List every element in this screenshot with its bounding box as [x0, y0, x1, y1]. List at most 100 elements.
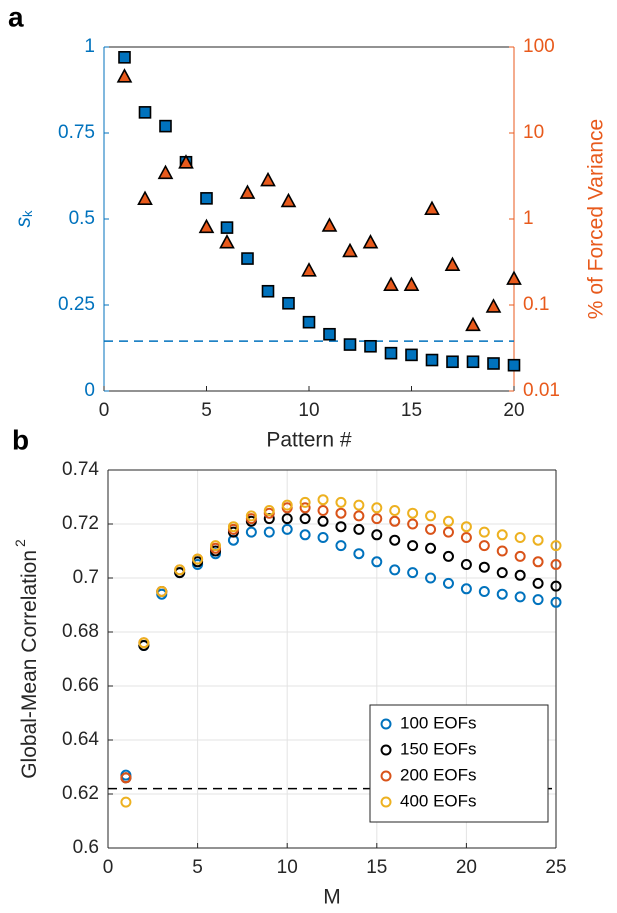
circle-marker	[407, 540, 419, 552]
circle-marker	[335, 540, 347, 552]
x-axis-label: M	[323, 886, 341, 909]
x-tick-label: 15	[366, 857, 387, 878]
x-tick-label: 20	[503, 400, 524, 421]
circle-marker	[317, 515, 329, 527]
circle-marker	[263, 505, 275, 516]
triangle-marker	[280, 192, 297, 208]
circle-marker	[353, 523, 365, 535]
y2-axis-label: % of Forced Variance	[585, 119, 608, 319]
circle-marker	[156, 586, 168, 597]
triangle-marker	[403, 276, 420, 291]
circle-marker	[227, 521, 239, 533]
circle-marker	[210, 540, 222, 552]
x-tick-label: 0	[103, 857, 114, 878]
circle-marker	[550, 559, 562, 570]
circle-marker	[353, 548, 365, 560]
y2-tick-label: 0.1	[523, 294, 549, 315]
circle-marker	[514, 550, 526, 562]
circle-marker	[120, 796, 132, 808]
y-tick-label: 0.5	[69, 208, 95, 229]
y-tick-label: 1	[84, 36, 95, 57]
square-marker	[261, 284, 275, 298]
circle-marker	[263, 526, 275, 538]
circle-marker	[353, 510, 365, 522]
y-tick-label: 0.66	[62, 675, 99, 696]
triangle-marker	[260, 171, 276, 187]
circle-marker	[335, 521, 347, 533]
circle-marker	[496, 588, 508, 600]
x-tick-label: 5	[192, 857, 203, 878]
y-tick-label: 0	[84, 380, 95, 401]
circle-marker	[460, 521, 472, 533]
triangle-marker	[342, 242, 358, 258]
circle-marker	[299, 496, 311, 508]
circle-marker	[460, 559, 472, 570]
circle-marker	[353, 499, 365, 511]
circle-marker	[514, 591, 526, 603]
x-tick-label: 5	[201, 400, 212, 421]
y2-tick-label: 0.01	[523, 380, 560, 401]
circle-marker	[550, 540, 562, 552]
triangle-marker	[157, 164, 174, 180]
circle-marker	[192, 553, 204, 565]
circle-marker	[371, 502, 383, 514]
triangle-marker	[198, 218, 215, 234]
circle-marker	[532, 556, 544, 568]
circle-marker	[335, 496, 347, 508]
y-axis-label: Global-Mean Correlation 2	[12, 539, 41, 779]
y-axis-label: sk	[12, 210, 36, 228]
circle-marker	[407, 518, 419, 530]
x-tick-label: 10	[298, 400, 319, 421]
legend-label: 200 EOFs	[400, 765, 477, 784]
circle-marker	[407, 507, 419, 519]
circle-marker	[317, 532, 329, 543]
circle-marker	[425, 542, 437, 554]
y-axis-label-subscript: k	[20, 210, 35, 217]
circle-marker	[550, 596, 562, 608]
triangle-marker	[362, 234, 379, 249]
triangle-marker	[424, 200, 440, 216]
circle-marker	[281, 523, 293, 535]
square-marker	[405, 348, 418, 362]
x-tick-label: 15	[401, 400, 422, 421]
triangle-marker	[116, 68, 133, 83]
circle-marker	[174, 564, 186, 576]
triangle-marker	[465, 316, 481, 332]
circle-marker	[389, 534, 401, 546]
legend-label: 400 EOFs	[400, 791, 477, 810]
square-marker	[220, 221, 234, 234]
y-tick-label: 0.62	[62, 783, 99, 804]
panel-label: b	[12, 424, 29, 455]
circle-marker	[299, 529, 311, 541]
y-tick-label: 0.74	[62, 459, 99, 480]
circle-marker	[514, 569, 526, 581]
circle-marker	[460, 532, 472, 543]
x-tick-label: 25	[545, 857, 566, 878]
circle-marker	[317, 494, 329, 506]
y2-tick-label: 1	[523, 208, 534, 229]
x-tick-label: 10	[277, 857, 298, 878]
legend-label: 100 EOFs	[400, 713, 477, 732]
circle-marker	[120, 772, 132, 784]
x-axis-label: Pattern #	[266, 429, 352, 452]
y-axis-label-superscript: 2	[12, 539, 28, 547]
circle-marker	[299, 502, 311, 514]
circle-marker	[299, 513, 311, 525]
circle-marker	[245, 526, 257, 538]
square-marker	[384, 346, 398, 360]
triangle-marker	[485, 298, 502, 313]
circle-marker	[371, 513, 383, 525]
y-tick-label: 0.75	[58, 122, 95, 143]
y-tick-label: 0.25	[58, 294, 95, 315]
square-marker	[323, 327, 336, 341]
legend-marker	[380, 770, 392, 782]
square-marker	[118, 51, 131, 64]
circle-marker	[442, 577, 454, 589]
circle-marker	[496, 567, 508, 579]
legend-box	[369, 704, 549, 823]
circle-marker	[478, 586, 490, 597]
circle-marker	[371, 529, 383, 541]
y-tick-label: 0.72	[62, 513, 99, 534]
y-axis-label-text: Global-Mean Correlation	[18, 550, 41, 779]
triangle-marker	[239, 184, 256, 199]
